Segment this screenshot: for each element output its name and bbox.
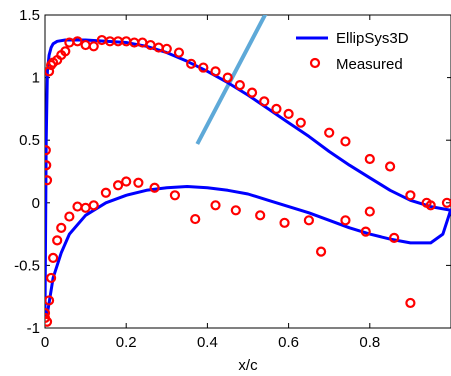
- x-tick-label: 0.6: [278, 334, 299, 351]
- measured-point: [364, 206, 375, 217]
- measured-point: [169, 190, 181, 201]
- measured-point: [295, 117, 306, 128]
- measured-point: [45, 295, 55, 306]
- measured-point: [246, 87, 258, 98]
- measured-point: [340, 215, 351, 226]
- x-tick-label: 0.8: [359, 334, 380, 351]
- measured-point: [45, 175, 53, 186]
- measured-point: [45, 272, 57, 284]
- measured-point: [72, 36, 83, 47]
- measured-point: [173, 47, 185, 58]
- measured-point: [364, 153, 375, 165]
- measured-point: [222, 72, 233, 83]
- measured-point: [315, 246, 327, 257]
- measured-point: [133, 177, 144, 188]
- measured-point: [255, 210, 266, 221]
- measured-point: [45, 316, 53, 327]
- annotation-line: [195, 15, 268, 145]
- measured-point: [60, 46, 71, 57]
- measured-point: [198, 62, 209, 73]
- measured-point: [45, 145, 51, 156]
- measured-point: [149, 182, 160, 193]
- measured-point: [88, 41, 99, 52]
- legend-point-marker: [309, 57, 321, 69]
- measured-point: [405, 297, 416, 309]
- measured-point: [190, 213, 201, 225]
- measured-point: [405, 190, 416, 201]
- legend-label-ellipsys3d: EllipSys3D: [336, 30, 409, 47]
- measured-point: [324, 127, 335, 138]
- measured-point: [45, 66, 55, 77]
- measured-point: [279, 217, 290, 228]
- measured-point: [56, 222, 67, 233]
- y-ticks: -1 -0.5 0 0.5 1 1.5: [14, 7, 451, 337]
- series-line-ellipsys3d: [45, 185, 451, 319]
- measured-point: [360, 226, 371, 237]
- measured-point: [64, 211, 75, 222]
- measured-point: [45, 307, 51, 319]
- measured-point: [389, 232, 400, 243]
- measured-point: [210, 200, 221, 211]
- measured-point: [230, 205, 241, 216]
- legend-label-measured: Measured: [336, 56, 403, 73]
- measured-point: [100, 187, 112, 198]
- measured-point: [421, 197, 432, 208]
- y-tick-label: -1: [27, 320, 40, 337]
- measured-point: [161, 43, 172, 54]
- measured-point: [303, 215, 314, 226]
- y-tick-label: -0.5: [14, 257, 40, 274]
- measured-point: [210, 66, 221, 77]
- measured-point: [112, 180, 124, 191]
- x-tick-label: 0.2: [116, 334, 137, 351]
- measured-point: [121, 176, 132, 187]
- x-tick-label: 0.4: [197, 334, 218, 351]
- x-axis-label: x/c: [238, 357, 258, 374]
- legend: EllipSys3D Measured: [288, 23, 447, 83]
- plot-content: [45, 15, 451, 327]
- measured-point: [48, 252, 59, 263]
- y-tick-label: 0: [32, 195, 40, 212]
- y-tick-label: 1.5: [19, 7, 40, 24]
- y-tick-label: 1: [32, 70, 40, 87]
- measured-point: [45, 160, 52, 171]
- measured-point: [283, 108, 294, 120]
- series-layer: [45, 15, 451, 327]
- measured-point: [234, 80, 245, 91]
- x-ticks: 0 0.2 0.4 0.6 0.8: [41, 15, 380, 351]
- measured-point: [52, 235, 63, 246]
- measured-point: [340, 136, 351, 147]
- y-tick-label: 0.5: [19, 132, 40, 149]
- measured-point: [385, 161, 396, 172]
- measured-point: [186, 58, 197, 69]
- x-tick-label: 0: [41, 334, 49, 351]
- measured-point: [88, 200, 99, 211]
- measured-point: [271, 103, 282, 115]
- legend-box: [288, 23, 447, 83]
- measured-point: [259, 96, 270, 107]
